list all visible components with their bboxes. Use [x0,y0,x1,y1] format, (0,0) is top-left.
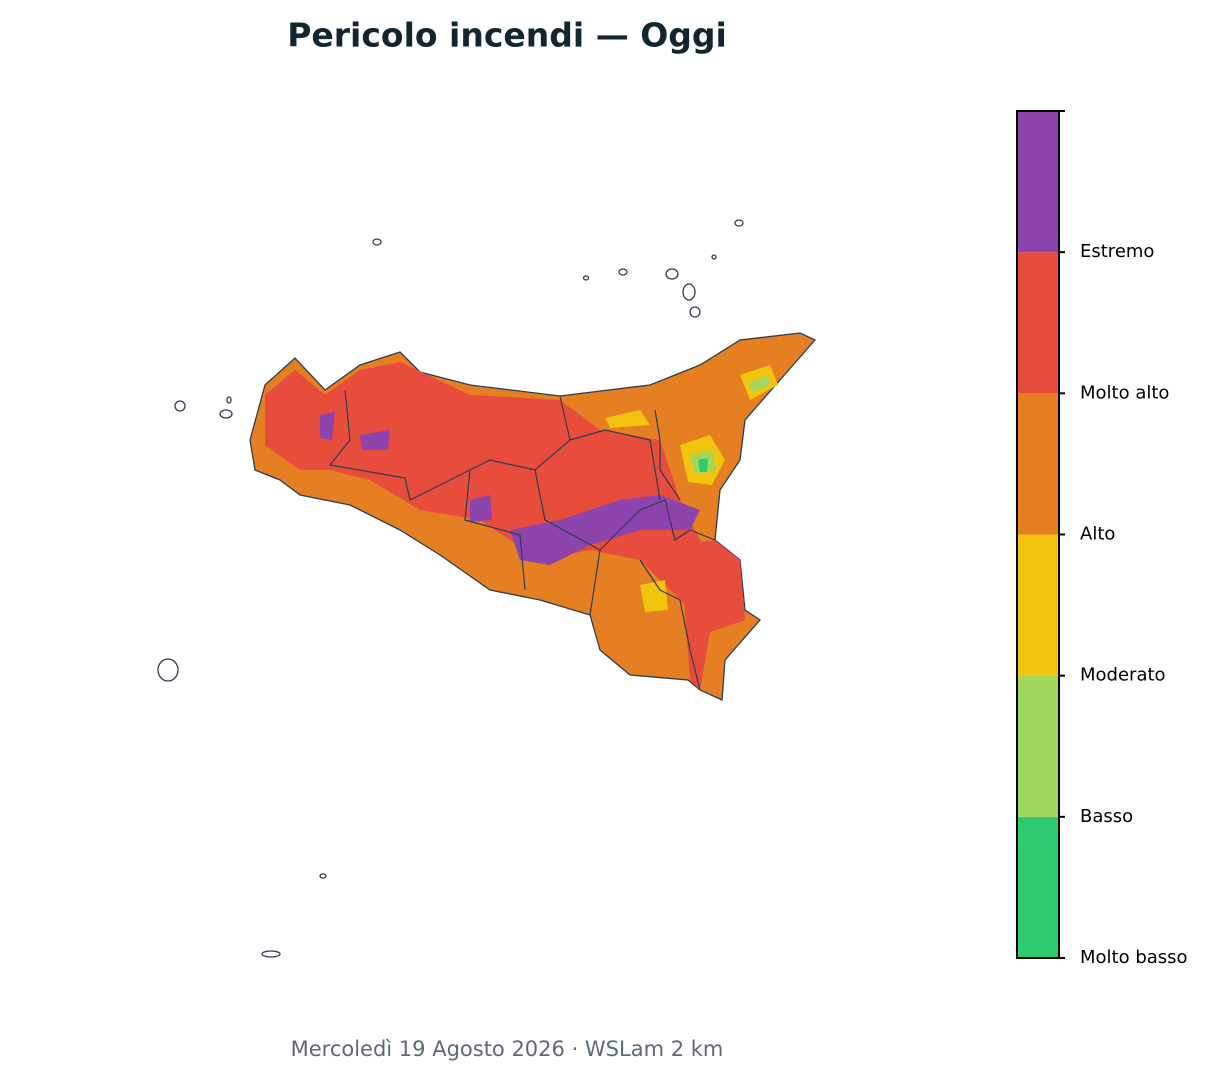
subtitle: Mercoledì 19 Agosto 2026 · WSLam 2 km [291,1037,724,1061]
colorbar-segment [1017,252,1059,394]
colorbar-label: Molto alto [1080,382,1169,403]
title: Pericolo incendi — Oggi [287,16,727,55]
map [157,219,817,958]
colorbar-label: Moderato [1080,665,1166,686]
colorbar-segment [1017,816,1059,958]
hazard-areas [265,362,778,690]
colorbar-label: Alto [1080,524,1115,545]
colorbar-segment [1017,111,1059,253]
colorbar-label: Estremo [1080,241,1154,262]
colorbar-label: Basso [1080,806,1133,827]
colorbar-segment [1017,534,1059,676]
colorbar-label: Molto basso [1080,947,1188,968]
colorbar: Molto basso Basso Moderato Alto Molto alto Es… [1016,110,1188,968]
colorbar-segment [1017,393,1059,535]
islands [157,219,744,958]
colorbar-segment [1017,675,1059,817]
